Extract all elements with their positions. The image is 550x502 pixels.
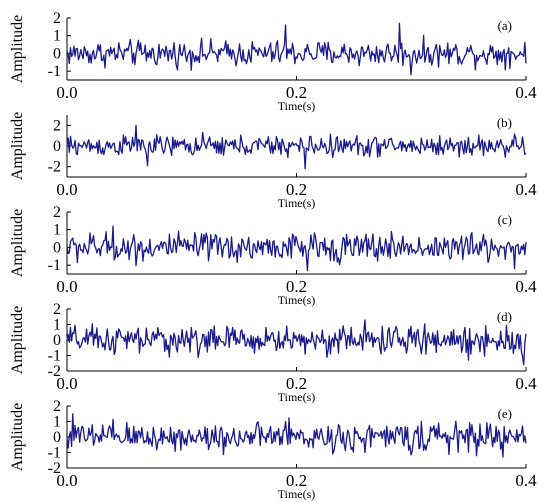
x-axis-label: Time(s) [278, 390, 316, 404]
x-tick-label: 0.4 [515, 471, 537, 490]
x-tick-label: 0.2 [286, 471, 307, 490]
x-tick-label: 0.2 [286, 374, 307, 393]
x-tick-label: 0.0 [56, 83, 77, 102]
y-tick-label: 1 [53, 28, 61, 45]
y-tick-label: 1 [53, 414, 61, 431]
signal-line [66, 319, 527, 366]
x-tick-label: 0.2 [286, 180, 307, 199]
x-tick-label: 0.4 [515, 374, 537, 393]
panel-label: (e) [498, 406, 512, 421]
panel-1: 210-1 0.0 0.2 0.4 Time(s) Amplitude (a) [9, 10, 537, 113]
x-axis-label: Time(s) [278, 487, 316, 501]
y-tick-label: -2 [48, 460, 61, 477]
y-axis-label: Amplitude [9, 15, 26, 83]
x-tick-label: 0.0 [56, 471, 77, 490]
y-tick-label: -1 [48, 63, 61, 80]
y-tick-label: 2 [53, 398, 61, 415]
y-axis-label: Amplitude [9, 306, 26, 374]
x-axis-label: Time(s) [278, 196, 316, 210]
y-axis-label: Amplitude [9, 403, 26, 471]
signal-line [66, 124, 527, 170]
y-axis-label: Amplitude [9, 209, 26, 277]
y-tick-label: 0 [53, 138, 61, 155]
y-tick-label: -1 [48, 348, 61, 365]
panel-3: 210-1 0.0 0.2 0.4 Time(s) Amplitude (c) [9, 204, 537, 307]
x-tick-label: 0.4 [515, 277, 537, 296]
panel-4: 210-1-20.0 0.2 0.4 Time(s) Amplitude (d) [9, 301, 537, 404]
panel-label: (c) [498, 212, 512, 227]
y-tick-label: 2 [53, 301, 61, 318]
x-tick-label: 0.2 [286, 83, 307, 102]
x-tick-label: 0.2 [286, 277, 307, 296]
x-tick-label: 0.0 [56, 277, 77, 296]
panel-2: 2 0 -2 0.0 0.2 0.4 Time(s) Amplitude (b) [9, 112, 537, 210]
x-tick-label: 0.0 [56, 374, 77, 393]
signal-line [66, 225, 527, 272]
y-tick-label: 1 [53, 317, 61, 334]
y-axis-label: Amplitude [9, 112, 26, 180]
panel-label: (a) [498, 18, 512, 33]
y-tick-label: 0 [53, 45, 61, 62]
y-tick-label: 2 [53, 10, 61, 27]
y-tick-label: -2 [48, 363, 61, 380]
panel-5: 210-1-20.0 0.2 0.4 Time(s) Amplitude (e) [9, 398, 537, 501]
y-tick-label: 0 [53, 332, 61, 349]
x-axis-label: Time(s) [278, 99, 316, 113]
x-tick-label: 0.0 [56, 180, 77, 199]
signal-line [66, 413, 527, 458]
x-tick-label: 0.4 [515, 83, 537, 102]
y-tick-label: 1 [53, 222, 61, 239]
x-axis-label: Time(s) [278, 293, 316, 307]
y-tick-label: 0 [53, 239, 61, 256]
y-tick-label: 2 [53, 204, 61, 221]
panel-label: (b) [497, 115, 512, 130]
signal-line [66, 22, 527, 76]
y-tick-label: 0 [53, 429, 61, 446]
x-tick-label: 0.4 [515, 180, 537, 199]
y-tick-label: -1 [48, 257, 61, 274]
panel-label: (d) [497, 309, 512, 324]
y-tick-label: -1 [48, 445, 61, 462]
y-tick-label: 2 [53, 117, 61, 134]
y-tick-label: -2 [48, 159, 61, 176]
